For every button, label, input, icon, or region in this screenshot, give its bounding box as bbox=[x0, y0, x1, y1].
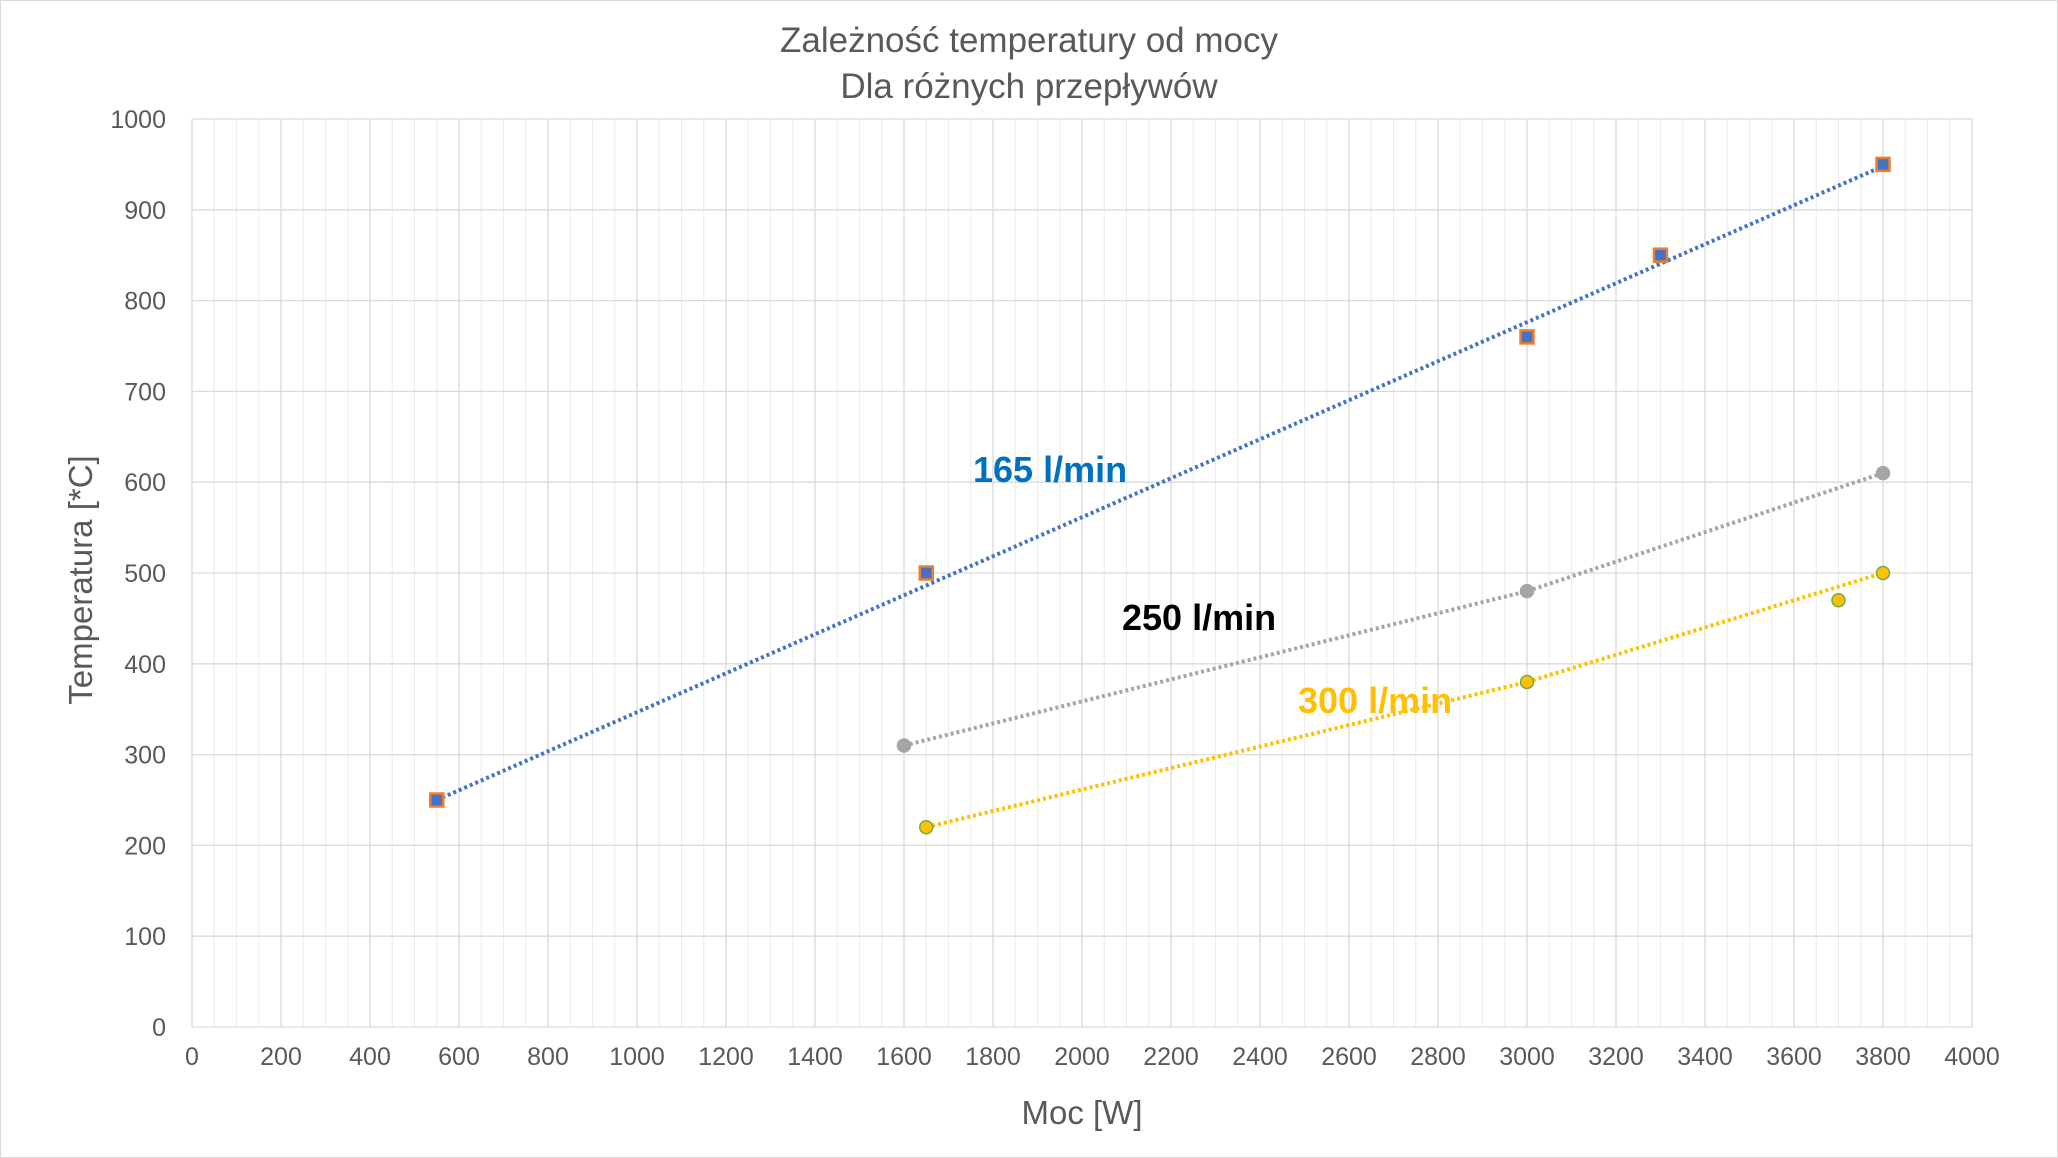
data-point-series-0 bbox=[1875, 156, 1891, 173]
x-tick-label: 800 bbox=[527, 1043, 569, 1071]
trendline-series-2 bbox=[925, 571, 1884, 830]
trendlines bbox=[435, 164, 1884, 830]
chart-subtitle: Dla różnych przepływów bbox=[840, 67, 1218, 106]
data-point-series-2 bbox=[1875, 565, 1891, 581]
x-tick-label: 1600 bbox=[876, 1043, 932, 1071]
data-point-series-1 bbox=[1875, 465, 1891, 481]
chart-title: Zależność temperatury od mocy bbox=[780, 21, 1278, 60]
data-point-series-2 bbox=[919, 819, 934, 835]
y-tick-label: 200 bbox=[124, 832, 166, 860]
x-tick-label: 1400 bbox=[787, 1043, 843, 1071]
x-tick-label: 1200 bbox=[698, 1043, 754, 1071]
y-tick-label: 900 bbox=[124, 197, 166, 225]
data-point-series-0 bbox=[1652, 247, 1669, 263]
data-point-series-0 bbox=[429, 792, 445, 808]
x-tick-label: 3400 bbox=[1677, 1043, 1733, 1071]
x-tick-label: 200 bbox=[260, 1043, 302, 1071]
y-axis-title: Temperatura [*C] bbox=[62, 455, 99, 704]
data-point-series-2 bbox=[1519, 674, 1535, 690]
x-tick-label: 600 bbox=[438, 1043, 480, 1071]
y-tick-label: 500 bbox=[124, 560, 166, 588]
x-tick-label: 3600 bbox=[1766, 1043, 1822, 1071]
y-axis-tick-labels: 0 100 200 300 400 500 600 700 800 900 1000 bbox=[110, 106, 166, 1042]
series-label-250: 250 l/min bbox=[1122, 597, 1276, 638]
series-label-165: 165 l/min bbox=[973, 449, 1127, 490]
x-tick-label: 3800 bbox=[1855, 1043, 1911, 1071]
x-tick-label: 2800 bbox=[1410, 1043, 1466, 1071]
x-tick-label: 3200 bbox=[1588, 1043, 1644, 1071]
x-tick-label: 400 bbox=[349, 1043, 391, 1071]
x-tick-label: 2000 bbox=[1054, 1043, 1110, 1071]
data-point-series-2 bbox=[1831, 592, 1846, 608]
data-point-series-0 bbox=[1519, 329, 1535, 345]
x-axis-title: Moc [W] bbox=[1022, 1094, 1143, 1131]
x-tick-label: 0 bbox=[185, 1043, 199, 1071]
x-axis-tick-labels: 0 200 400 600 800 1000 1200 1400 1600 1800 2000 220… bbox=[185, 1043, 2000, 1071]
x-tick-label: 4000 bbox=[1944, 1043, 2000, 1071]
x-tick-label: 1000 bbox=[609, 1043, 665, 1071]
y-tick-label: 700 bbox=[124, 378, 166, 406]
data-point-series-0 bbox=[918, 565, 934, 581]
y-tick-label: 300 bbox=[124, 742, 166, 770]
y-tick-label: 1000 bbox=[110, 106, 166, 134]
x-tick-label: 2200 bbox=[1143, 1043, 1199, 1071]
data-point-series-1 bbox=[1519, 583, 1535, 599]
x-tick-label: 3000 bbox=[1499, 1043, 1555, 1071]
x-tick-label: 2400 bbox=[1232, 1043, 1288, 1071]
y-tick-label: 800 bbox=[124, 288, 166, 316]
data-markers bbox=[429, 156, 1891, 835]
trendline-series-0 bbox=[435, 164, 1884, 802]
x-tick-label: 1800 bbox=[965, 1043, 1021, 1071]
major-gridlines bbox=[191, 118, 1973, 1028]
x-tick-label: 2600 bbox=[1321, 1043, 1377, 1071]
y-tick-label: 600 bbox=[124, 469, 166, 497]
y-tick-label: 100 bbox=[124, 923, 166, 951]
y-tick-label: 400 bbox=[124, 651, 166, 679]
series-label-300: 300 l/min bbox=[1298, 680, 1452, 721]
data-point-series-1 bbox=[896, 738, 912, 753]
y-tick-label: 0 bbox=[152, 1014, 166, 1042]
